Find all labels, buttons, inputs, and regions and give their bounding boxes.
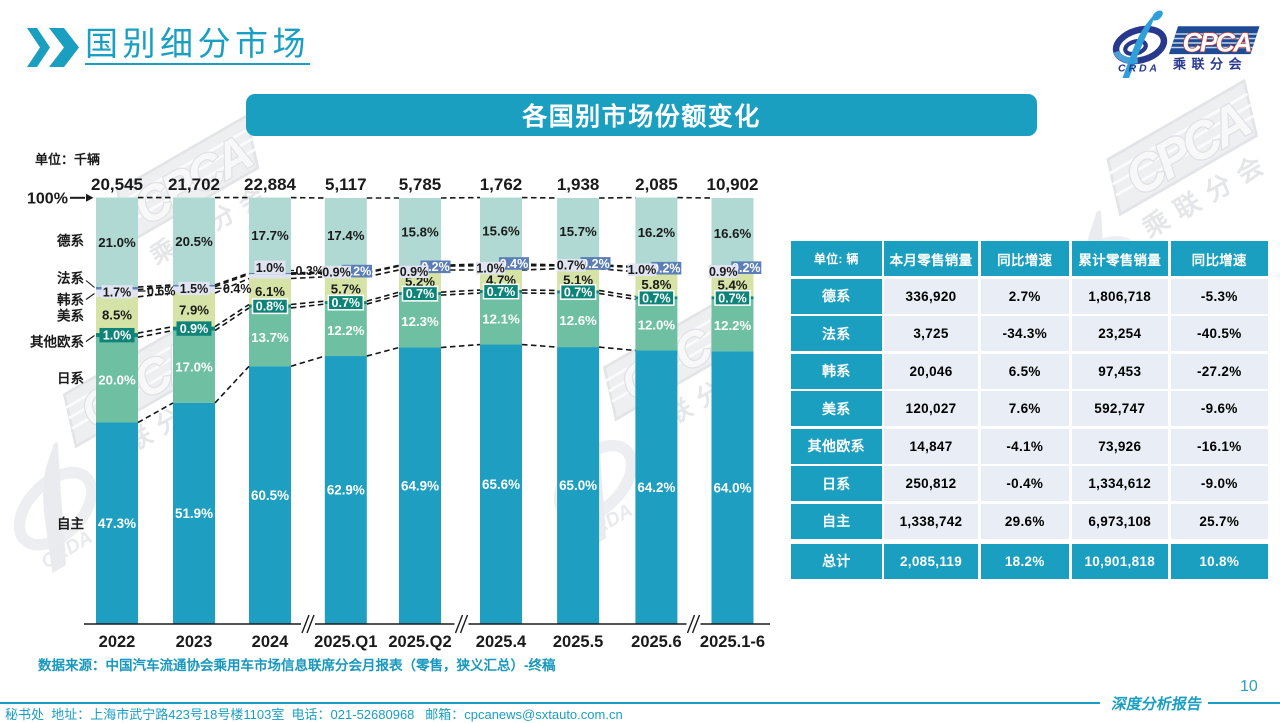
svg-text:0.9%: 0.9%	[180, 322, 209, 336]
svg-text:17.4%: 17.4%	[327, 228, 365, 243]
svg-text:0.7%: 0.7%	[406, 287, 435, 301]
svg-text:2025.6: 2025.6	[631, 633, 681, 651]
svg-text:15.8%: 15.8%	[401, 224, 439, 239]
svg-text:0.9%: 0.9%	[709, 265, 738, 279]
svg-text:2025.Q1: 2025.Q1	[314, 633, 377, 651]
svg-text:64.0%: 64.0%	[714, 480, 752, 495]
svg-text:2025.1-6: 2025.1-6	[700, 633, 765, 651]
svg-text:20.0%: 20.0%	[98, 373, 136, 388]
svg-text:7.9%: 7.9%	[179, 303, 209, 318]
svg-text:21,702: 21,702	[168, 175, 220, 194]
svg-text:1,762: 1,762	[480, 175, 523, 194]
svg-text:60.5%: 60.5%	[251, 488, 289, 503]
svg-text:1.7%: 1.7%	[103, 286, 132, 300]
svg-text:0.7%: 0.7%	[642, 291, 671, 305]
svg-text:2022: 2022	[99, 633, 136, 651]
svg-text:12.3%: 12.3%	[401, 314, 439, 329]
svg-text:12.1%: 12.1%	[482, 312, 520, 327]
svg-text:美系: 美系	[57, 308, 84, 324]
svg-text:21.0%: 21.0%	[98, 235, 136, 250]
svg-text:2025.Q2: 2025.Q2	[388, 633, 451, 651]
svg-text:5,117: 5,117	[325, 175, 367, 194]
svg-text:1.0%: 1.0%	[628, 263, 657, 277]
svg-text:10,902: 10,902	[707, 175, 759, 194]
svg-text:德系: 德系	[57, 233, 84, 249]
svg-text:1.0%: 1.0%	[476, 262, 505, 276]
svg-text:单位：千辆: 单位：千辆	[35, 152, 100, 167]
svg-text:6.1%: 6.1%	[255, 284, 285, 299]
svg-text:20.5%: 20.5%	[175, 234, 213, 249]
svg-text:64.9%: 64.9%	[401, 479, 439, 494]
svg-text:5,785: 5,785	[399, 175, 442, 194]
svg-text:47.3%: 47.3%	[98, 516, 136, 531]
svg-text:17.0%: 17.0%	[175, 359, 213, 374]
svg-text:0.7%: 0.7%	[557, 259, 586, 273]
svg-text:2024: 2024	[252, 633, 290, 651]
svg-text:1.5%: 1.5%	[180, 282, 209, 296]
svg-text:64.2%: 64.2%	[637, 480, 675, 495]
svg-text:其他欧系: 其他欧系	[30, 334, 84, 350]
svg-text:12.6%: 12.6%	[559, 313, 597, 328]
svg-text:0.7%: 0.7%	[718, 291, 747, 305]
svg-text:100%: 100%	[27, 190, 68, 207]
svg-text:5.7%: 5.7%	[331, 282, 361, 297]
svg-text:0.2%: 0.2%	[581, 257, 610, 271]
svg-text:8.5%: 8.5%	[102, 308, 132, 323]
svg-text:12.0%: 12.0%	[638, 318, 676, 333]
svg-text:0.9%: 0.9%	[322, 266, 351, 280]
svg-text:5.8%: 5.8%	[641, 277, 671, 292]
svg-text:2025.5: 2025.5	[553, 633, 603, 651]
svg-text:1.0%: 1.0%	[256, 261, 285, 275]
svg-text:日系: 日系	[57, 370, 84, 386]
svg-text:51.9%: 51.9%	[175, 506, 213, 521]
svg-text:法系: 法系	[57, 270, 84, 286]
svg-text:15.6%: 15.6%	[482, 224, 520, 239]
svg-text:1,938: 1,938	[557, 175, 600, 194]
svg-text:0.4%: 0.4%	[223, 282, 252, 296]
svg-text:自主: 自主	[57, 516, 84, 532]
svg-text:CRDA: CRDA	[1118, 63, 1158, 75]
svg-text:0.8%: 0.8%	[256, 300, 285, 314]
svg-text:0.7%: 0.7%	[332, 296, 361, 310]
svg-text:2025.4: 2025.4	[476, 633, 527, 651]
svg-text:1.0%: 1.0%	[103, 329, 132, 343]
svg-text:62.9%: 62.9%	[327, 483, 365, 498]
svg-text:0.7%: 0.7%	[564, 285, 593, 299]
svg-text:12.2%: 12.2%	[714, 318, 752, 333]
svg-text:12.2%: 12.2%	[327, 323, 365, 338]
svg-text:0.7%: 0.7%	[487, 285, 516, 299]
svg-text:20,545: 20,545	[91, 175, 143, 194]
svg-text:乘联分会: 乘联分会	[1172, 57, 1247, 72]
svg-text:CPCA: CPCA	[1183, 28, 1253, 58]
svg-text:65.0%: 65.0%	[559, 478, 597, 493]
svg-text:13.7%: 13.7%	[251, 330, 289, 345]
svg-text:16.6%: 16.6%	[714, 226, 752, 241]
svg-text:65.6%: 65.6%	[482, 477, 520, 492]
svg-text:韩系: 韩系	[57, 291, 84, 307]
svg-text:2023: 2023	[176, 633, 213, 651]
svg-text:0.6%: 0.6%	[147, 285, 176, 299]
svg-text:16.2%: 16.2%	[638, 225, 676, 240]
svg-text:0.3%: 0.3%	[296, 264, 325, 278]
svg-text:2,085: 2,085	[635, 175, 678, 194]
svg-text:22,884: 22,884	[244, 175, 297, 194]
svg-text:15.7%: 15.7%	[559, 224, 597, 239]
svg-text:0.9%: 0.9%	[400, 265, 429, 279]
svg-text:17.7%: 17.7%	[251, 228, 289, 243]
